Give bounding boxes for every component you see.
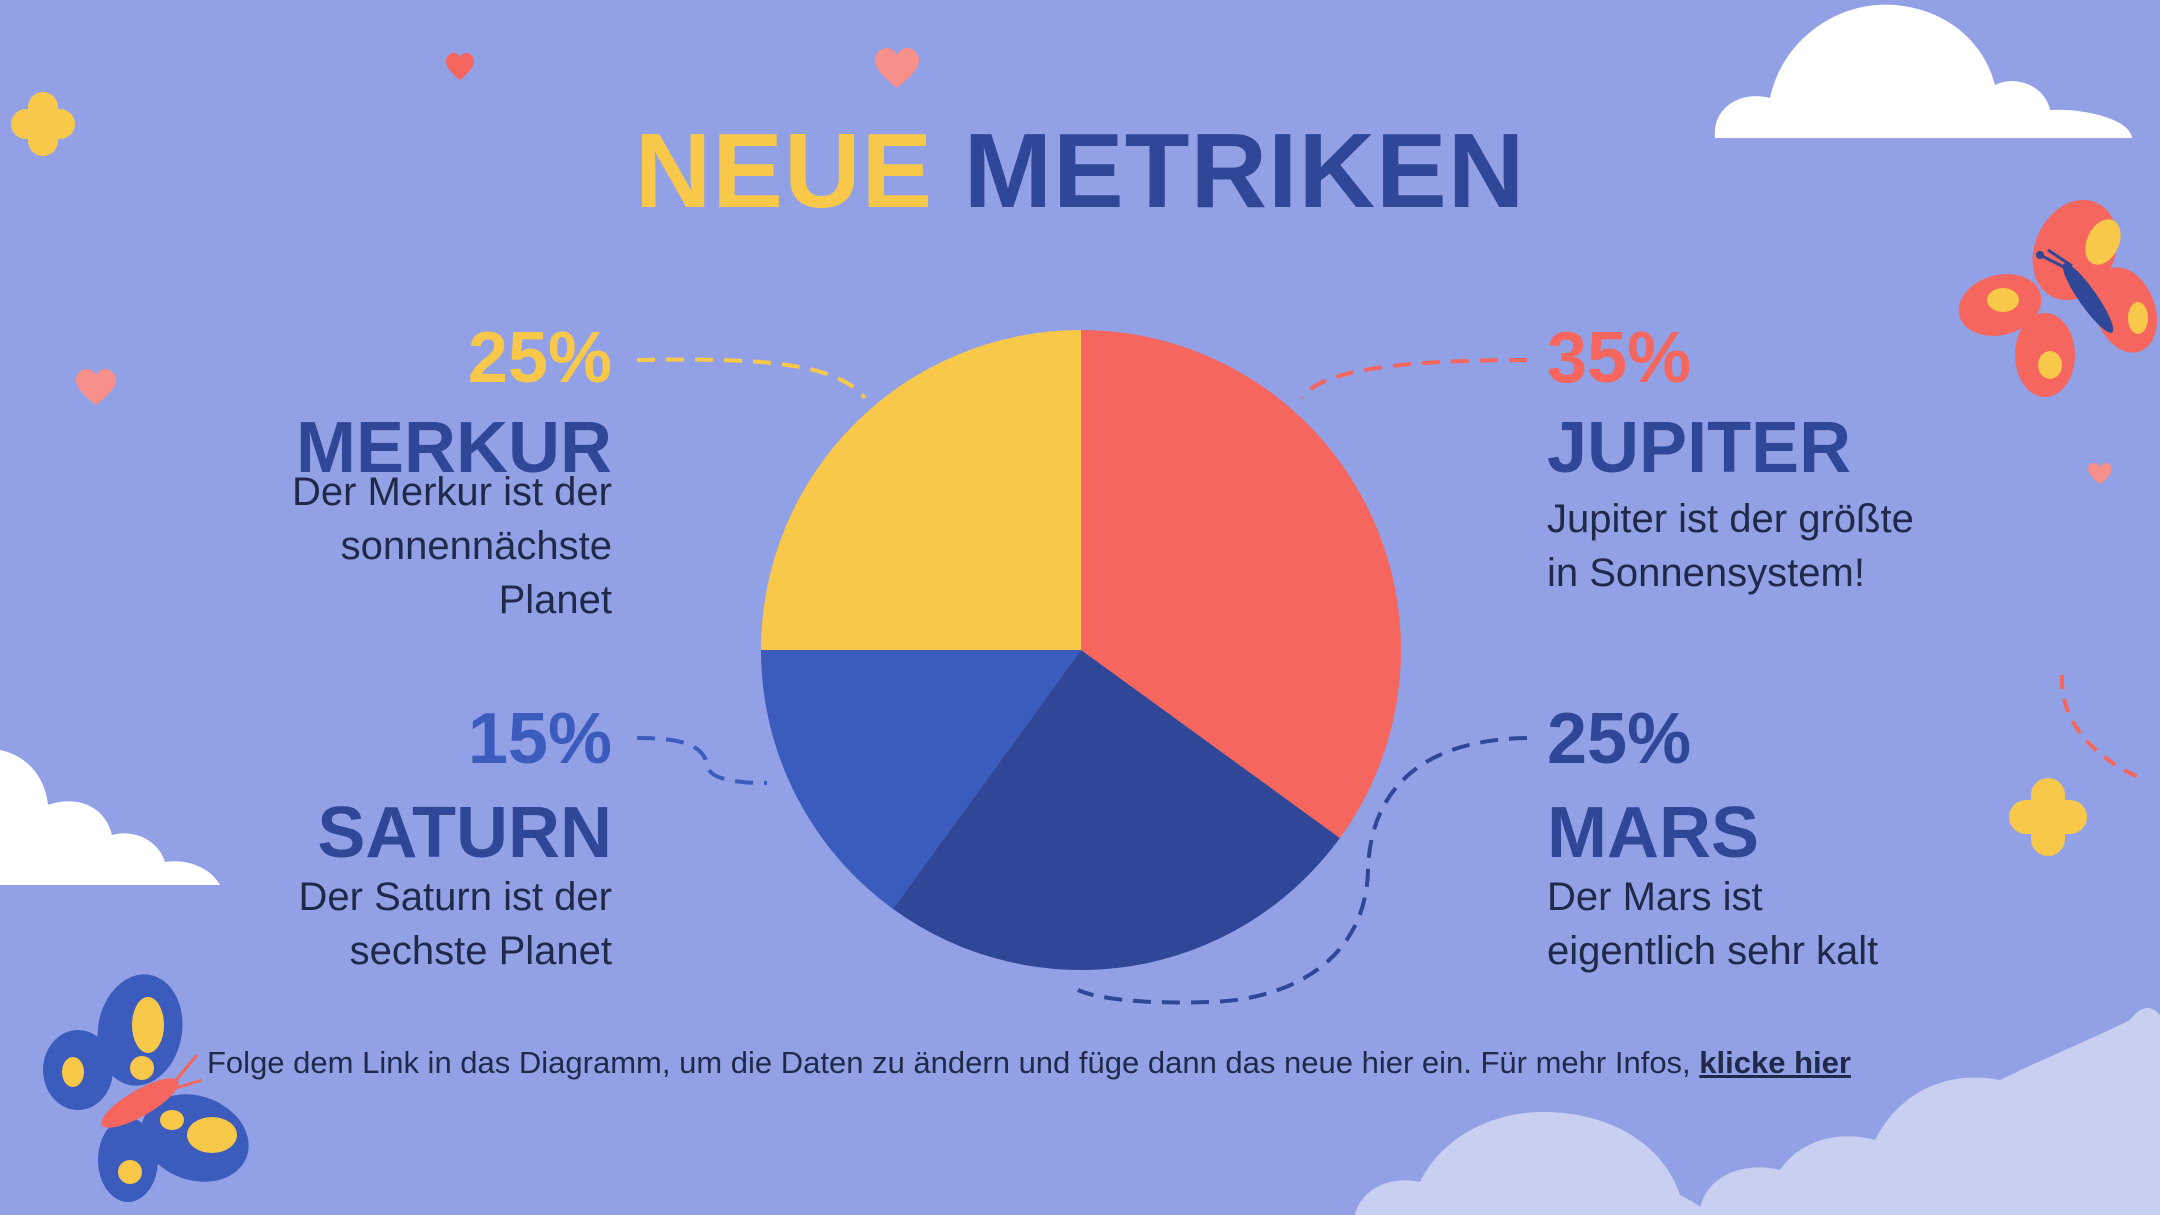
title-part-1: NEUE bbox=[634, 112, 934, 230]
info-link[interactable]: klicke hier bbox=[1699, 1045, 1851, 1080]
jupiter-desc-line: in Sonnensystem! bbox=[1547, 551, 1865, 595]
jupiter-desc-line: Jupiter ist der größte bbox=[1547, 497, 1914, 541]
pie-slice-merkur bbox=[761, 330, 1081, 650]
heart-icon bbox=[76, 369, 116, 405]
plus-icon bbox=[2009, 778, 2087, 856]
mars-desc-line: eigentlich sehr kalt bbox=[1547, 929, 1879, 973]
saturn-name: SATURN bbox=[317, 793, 612, 873]
pie-slice-saturn bbox=[761, 650, 1081, 909]
heart-icon bbox=[446, 53, 474, 80]
plus-icon bbox=[11, 92, 75, 156]
footer-text: Folge dem Link in das Diagramm, um die D… bbox=[207, 1045, 1700, 1080]
merkur-percent: 25% bbox=[467, 318, 612, 398]
annotation-jupiter: 35% JUPITER bbox=[1547, 322, 2067, 484]
cloud-icon bbox=[1714, 4, 2132, 138]
jupiter-description: Jupiter ist der größte in Sonnensystem! bbox=[1547, 492, 2107, 600]
cloud-icon bbox=[0, 750, 220, 885]
pie-slice-jupiter bbox=[1081, 330, 1402, 839]
cloud-icon bbox=[1355, 1111, 1712, 1215]
page-title: NEUE METRIKEN bbox=[0, 118, 2160, 224]
merkur-desc-line: Der Merkur ist der bbox=[291, 470, 612, 514]
saturn-desc-line: Der Saturn ist der bbox=[298, 875, 612, 919]
annotation-merkur: 25% MERKUR bbox=[200, 322, 612, 484]
mars-percent: 25% bbox=[1547, 699, 1692, 779]
title-part-2: METRIKEN bbox=[963, 112, 1526, 230]
connector-saturn bbox=[636, 736, 768, 785]
connector-jupiter bbox=[1300, 358, 1528, 400]
footer-note: Folge dem Link in das Diagramm, um die D… bbox=[207, 1045, 1851, 1081]
connector-merkur bbox=[636, 357, 867, 400]
jupiter-percent: 35% bbox=[1547, 318, 1692, 398]
mars-desc-line: Der Mars ist bbox=[1547, 875, 1763, 919]
heart-icon bbox=[875, 48, 919, 88]
annotation-mars: 25% MARS bbox=[1547, 703, 2067, 869]
mars-name: MARS bbox=[1547, 793, 1759, 873]
saturn-percent: 15% bbox=[467, 699, 612, 779]
heart-icon bbox=[2088, 463, 2112, 484]
mars-description: Der Mars ist eigentlich sehr kalt bbox=[1547, 870, 2107, 978]
cloud-icon bbox=[1700, 1008, 2160, 1215]
butterfly-icon bbox=[43, 974, 249, 1202]
jupiter-name: JUPITER bbox=[1547, 408, 1852, 488]
saturn-description: Der Saturn ist der sechste Planet bbox=[200, 870, 612, 978]
connector-mars bbox=[1077, 736, 1528, 1005]
merkur-name: MERKUR bbox=[296, 408, 612, 488]
saturn-desc-line: sechste Planet bbox=[349, 929, 612, 973]
annotation-saturn: 15% SATURN bbox=[200, 703, 612, 869]
merkur-desc-line: sonnennächste bbox=[340, 524, 612, 568]
pie-slice-mars bbox=[892, 650, 1340, 971]
merkur-desc-line: Planet bbox=[498, 578, 612, 622]
butterfly-icon bbox=[1958, 199, 2157, 397]
merkur-description: Der Merkur ist der sonnennächste Planet bbox=[200, 465, 612, 627]
